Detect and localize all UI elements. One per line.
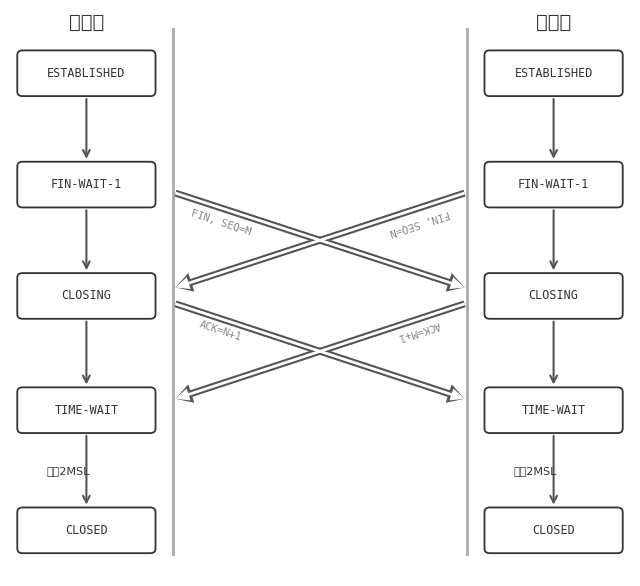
- FancyArrowPatch shape: [174, 190, 465, 291]
- FancyBboxPatch shape: [484, 273, 623, 319]
- Text: ACK=N+1: ACK=N+1: [198, 319, 243, 343]
- Text: 服务端: 服务端: [536, 13, 572, 32]
- Text: FIN, SEQ=N: FIN, SEQ=N: [388, 208, 451, 237]
- Text: 等待2MSL: 等待2MSL: [513, 465, 557, 476]
- FancyArrowPatch shape: [175, 192, 465, 289]
- Text: CLOSING: CLOSING: [61, 289, 111, 302]
- Text: ESTABLISHED: ESTABLISHED: [515, 67, 593, 80]
- Text: FIN, SEQ=M: FIN, SEQ=M: [189, 208, 252, 237]
- Text: CLOSED: CLOSED: [532, 524, 575, 537]
- FancyArrowPatch shape: [175, 190, 466, 291]
- FancyBboxPatch shape: [17, 273, 156, 319]
- Text: TIME-WAIT: TIME-WAIT: [522, 404, 586, 417]
- FancyArrowPatch shape: [175, 302, 465, 400]
- Text: CLOSING: CLOSING: [529, 289, 579, 302]
- FancyBboxPatch shape: [484, 162, 623, 207]
- Text: 等待2MSL: 等待2MSL: [46, 465, 90, 476]
- FancyBboxPatch shape: [17, 507, 156, 553]
- FancyArrowPatch shape: [175, 192, 465, 289]
- FancyBboxPatch shape: [17, 162, 156, 207]
- Text: FIN-WAIT-1: FIN-WAIT-1: [51, 178, 122, 191]
- Text: TIME-WAIT: TIME-WAIT: [54, 404, 118, 417]
- Text: ESTABLISHED: ESTABLISHED: [47, 67, 125, 80]
- FancyBboxPatch shape: [484, 387, 623, 433]
- FancyArrowPatch shape: [175, 301, 466, 403]
- Text: ACK=M+1: ACK=M+1: [397, 319, 442, 343]
- FancyBboxPatch shape: [17, 387, 156, 433]
- FancyBboxPatch shape: [484, 507, 623, 553]
- Text: FIN-WAIT-1: FIN-WAIT-1: [518, 178, 589, 191]
- Text: CLOSED: CLOSED: [65, 524, 108, 537]
- FancyArrowPatch shape: [175, 302, 465, 400]
- FancyArrowPatch shape: [174, 301, 465, 403]
- FancyBboxPatch shape: [484, 50, 623, 96]
- FancyBboxPatch shape: [17, 50, 156, 96]
- Text: 客户端: 客户端: [68, 13, 104, 32]
